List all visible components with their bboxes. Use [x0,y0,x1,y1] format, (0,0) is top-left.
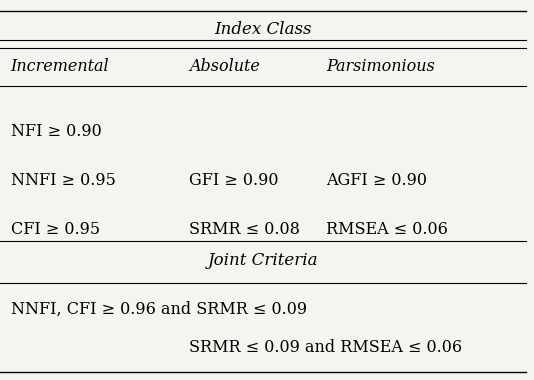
Text: SRMR ≤ 0.08: SRMR ≤ 0.08 [189,222,300,238]
Text: GFI ≥ 0.90: GFI ≥ 0.90 [189,172,279,189]
Text: Parsimonious: Parsimonious [326,58,435,75]
Text: NNFI, CFI ≥ 0.96 and SRMR ≤ 0.09: NNFI, CFI ≥ 0.96 and SRMR ≤ 0.09 [11,301,307,318]
Text: SRMR ≤ 0.09 and RMSEA ≤ 0.06: SRMR ≤ 0.09 and RMSEA ≤ 0.06 [189,339,462,356]
Text: NFI ≥ 0.90: NFI ≥ 0.90 [11,123,101,139]
Text: Absolute: Absolute [189,58,260,75]
Text: Index Class: Index Class [214,21,312,38]
Text: RMSEA ≤ 0.06: RMSEA ≤ 0.06 [326,222,448,238]
Text: CFI ≥ 0.95: CFI ≥ 0.95 [11,222,100,238]
Text: Joint Criteria: Joint Criteria [208,252,318,269]
Text: NNFI ≥ 0.95: NNFI ≥ 0.95 [11,172,115,189]
Text: Incremental: Incremental [11,58,109,75]
Text: AGFI ≥ 0.90: AGFI ≥ 0.90 [326,172,427,189]
